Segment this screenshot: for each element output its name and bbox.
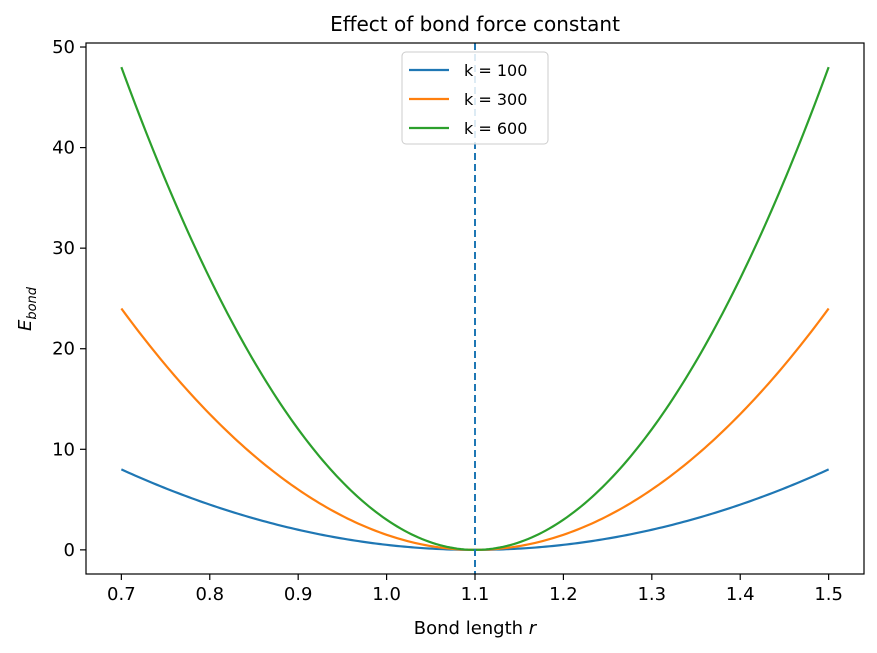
y-tick-label: 40	[52, 138, 75, 159]
y-tick-label: 30	[52, 238, 75, 259]
x-tick-label: 1.2	[549, 584, 578, 605]
y-tick-label: 50	[52, 37, 75, 58]
x-tick-label: 0.8	[195, 584, 224, 605]
y-tick-label: 10	[52, 439, 75, 460]
x-axis-label: Bond length r	[414, 618, 538, 639]
x-tick-label: 1.5	[814, 584, 843, 605]
y-axis-label-base: E	[15, 319, 36, 331]
legend-label-2: k = 300	[464, 90, 527, 109]
legend-label-1: k = 100	[464, 61, 527, 80]
y-axis-label-sub: bond	[25, 286, 40, 319]
x-tick-label: 1.4	[726, 584, 755, 605]
x-tick-label: 1.0	[372, 584, 401, 605]
legend-label-3: k = 600	[464, 119, 527, 138]
axis-ticks: 0.7 0.8 0.9 1.0 1.1 1.2 1.3 1.4 1.5 0 10 20 30 40 50	[52, 37, 843, 605]
chart-title: Effect of bond force constant	[330, 12, 620, 36]
x-tick-label: 1.1	[461, 584, 490, 605]
x-tick-label: 0.7	[107, 584, 136, 605]
legend-box	[401, 51, 549, 145]
legend: k = 100 k = 300 k = 600	[401, 51, 549, 145]
x-axis-label-text: Bond length	[414, 618, 529, 639]
x-tick-label: 0.9	[284, 584, 313, 605]
x-tick-label: 1.3	[637, 584, 666, 605]
y-tick-label: 20	[52, 339, 75, 360]
x-axis-label-var: r	[529, 618, 538, 639]
y-tick-label: 0	[64, 540, 75, 561]
y-axis-label: Ebond	[15, 286, 40, 331]
